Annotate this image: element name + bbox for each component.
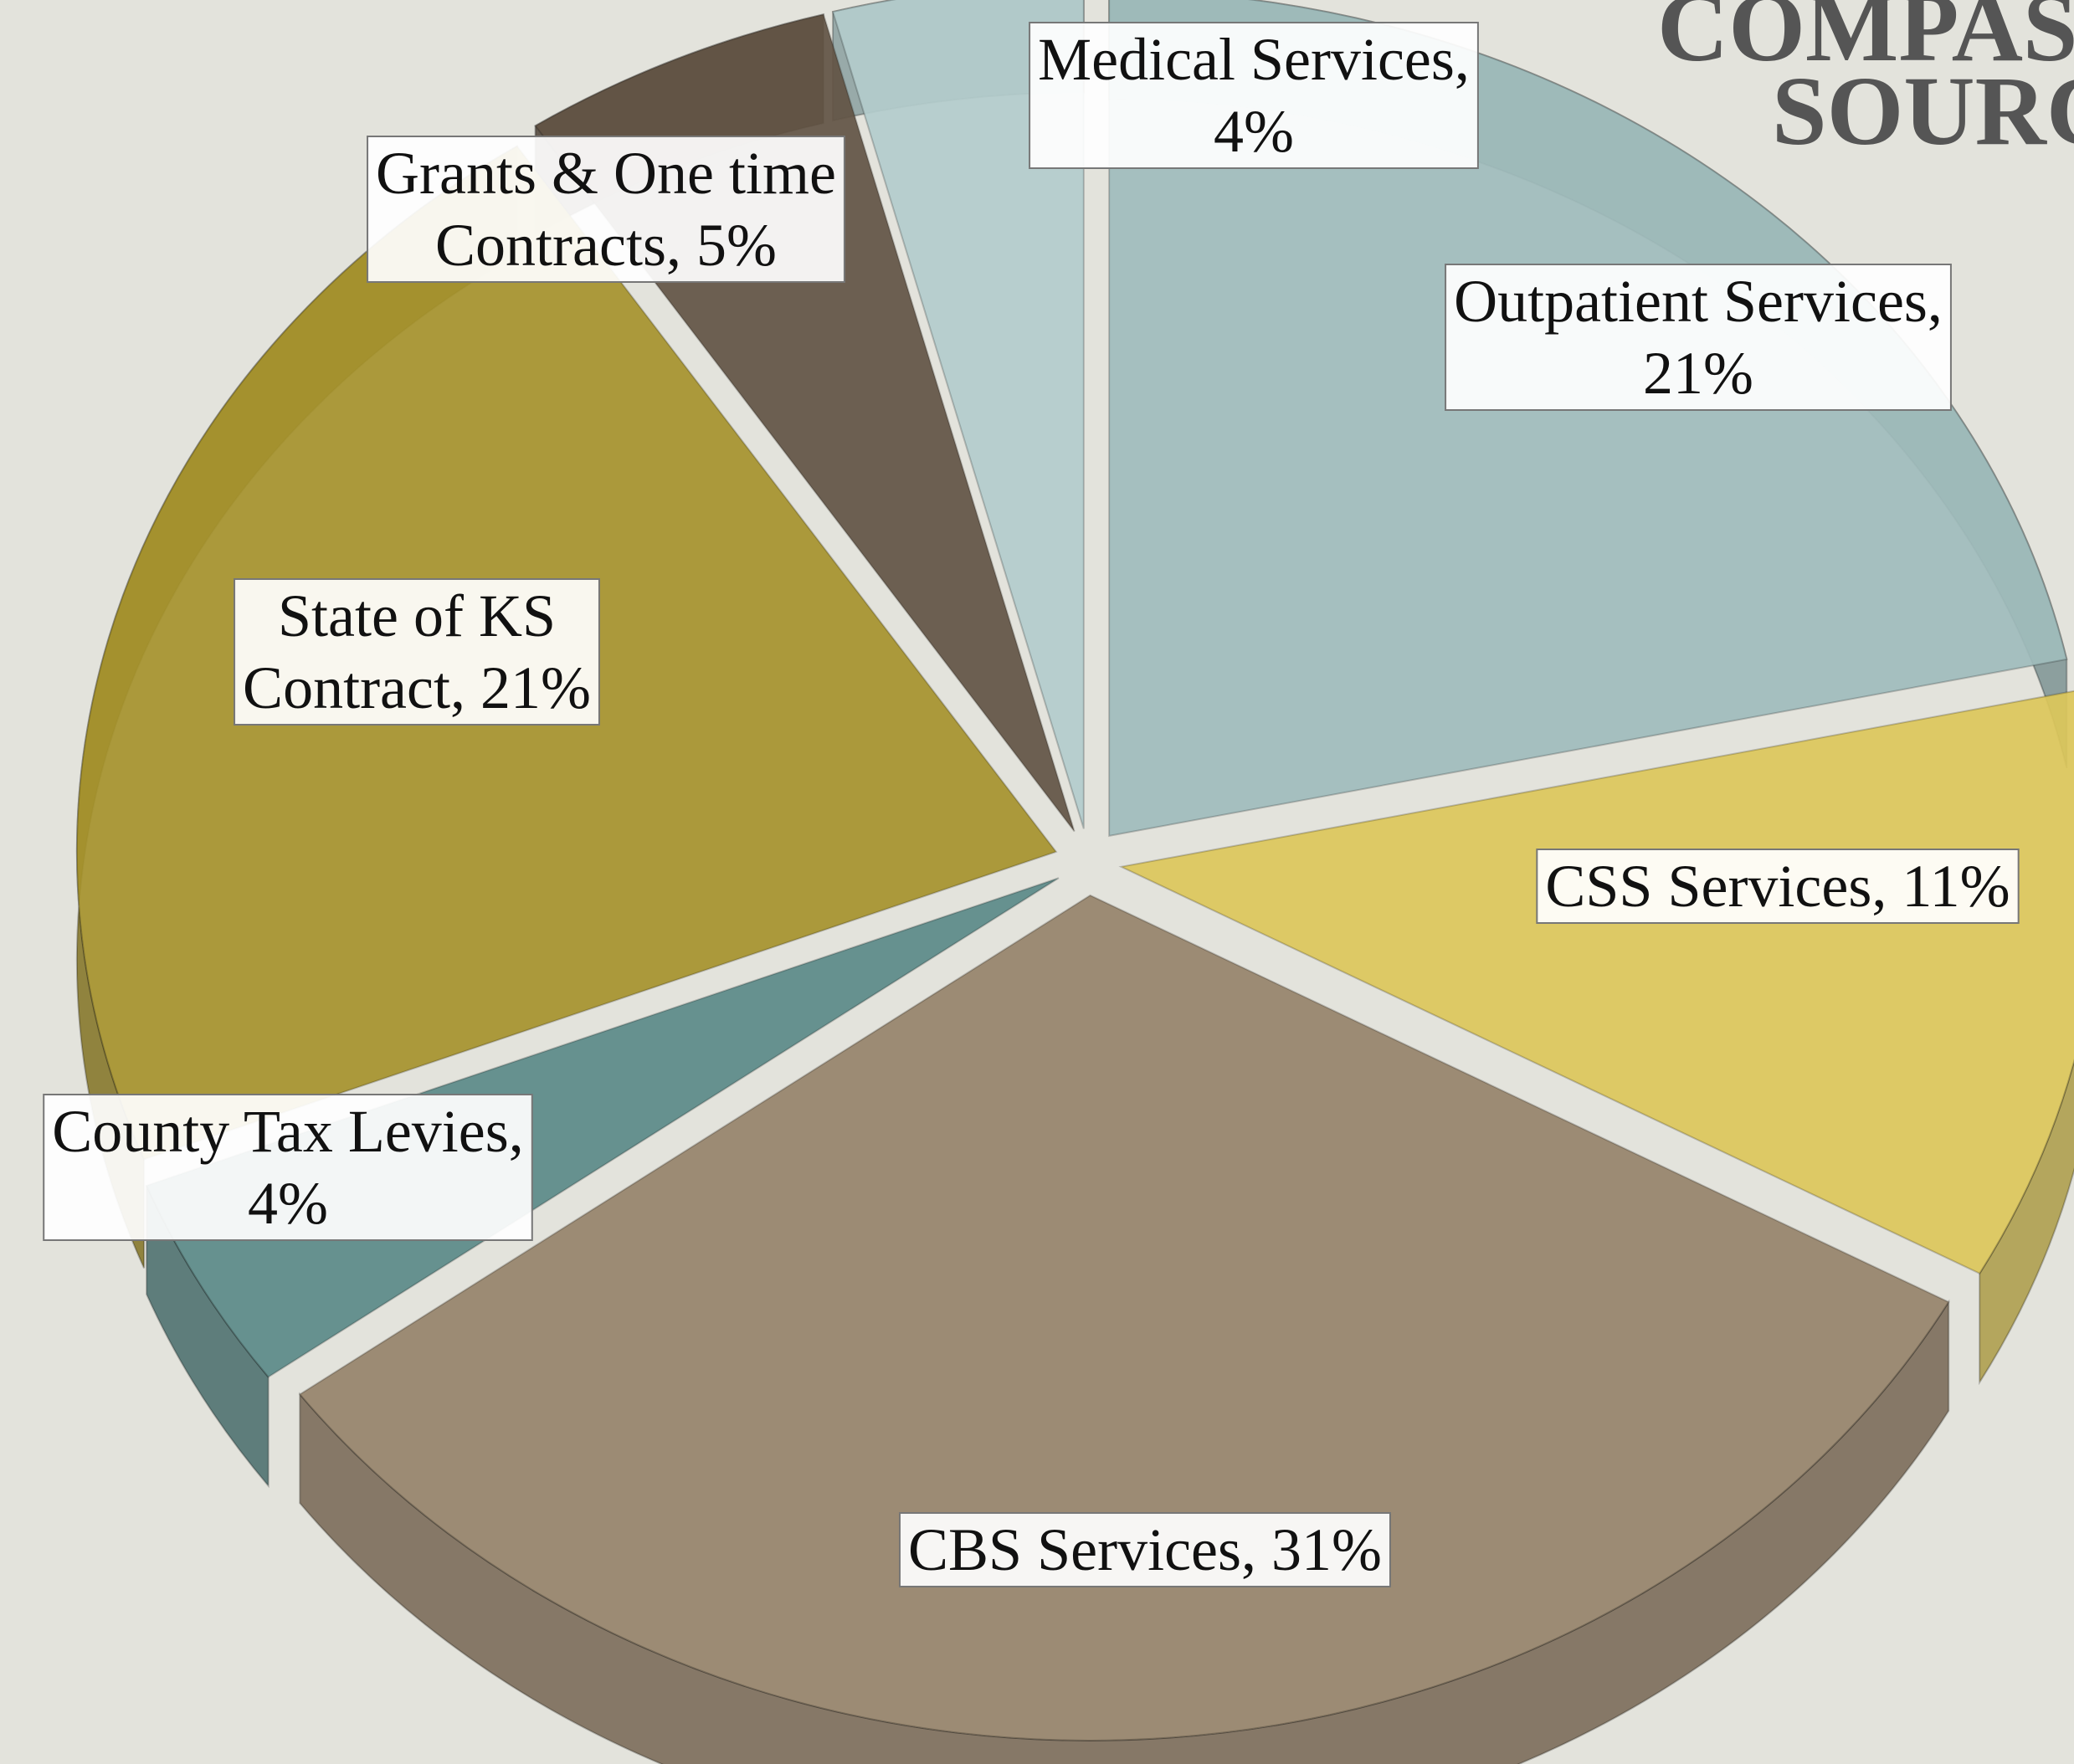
label-text: Outpatient Services, 21% [1454,268,1943,407]
label-line: CSS Services, 11% [1545,853,2010,920]
label-line: Outpatient Services, [1454,268,1943,335]
label-line: Contract, 21% [243,654,591,721]
chart-title: SOURC [1772,56,2074,166]
data-label: Outpatient Services, 21% [1445,264,1952,411]
label-text: State of KS Contract, 21% [243,582,591,721]
slice-side [1979,1058,2074,1386]
label-line: Grants & One time [376,140,836,207]
label-text: Medical Services, 4% [1038,26,1470,165]
label-text: County Tax Levies, 4% [52,1098,524,1237]
label-text: CSS Services, 11% [1545,853,2010,920]
label-line: Contracts, 5% [435,212,777,279]
label-line: State of KS [278,582,556,649]
data-label: State of KS Contract, 21% [234,578,600,726]
label-line: 4% [248,1170,328,1237]
label-box [1029,22,1479,169]
data-label: Grants & One time Contracts, 5% [367,136,845,283]
label-line: 21% [1643,340,1753,407]
label-box [1536,849,2020,924]
label-line: County Tax Levies, [52,1098,524,1165]
slice [1108,0,2068,838]
slice [298,894,1950,1741]
slice [1118,690,2074,1275]
label-box [234,578,600,726]
label-line: Medical Services, [1038,26,1470,93]
data-label: CBS Services, 31% [899,1512,1391,1587]
label-line: CBS Services, 31% [908,1516,1382,1583]
label-box [899,1512,1391,1587]
slice [831,0,1085,829]
label-box [43,1094,533,1241]
data-label: Medical Services, 4% [1029,22,1479,169]
data-label: CSS Services, 11% [1536,849,2020,924]
label-box [367,136,845,283]
label-line: 4% [1214,98,1294,165]
label-box [1445,264,1952,411]
data-label: County Tax Levies, 4% [43,1094,533,1241]
label-text: CBS Services, 31% [908,1516,1382,1583]
label-text: Grants & One time Contracts, 5% [376,140,836,279]
